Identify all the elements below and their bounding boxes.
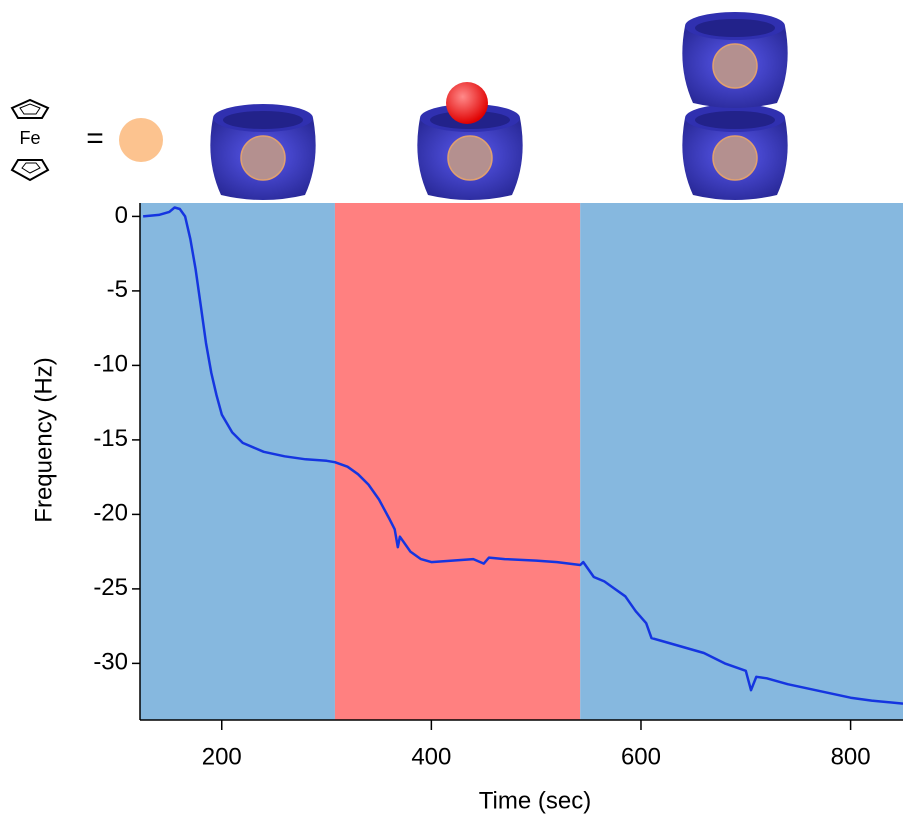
shaded-region <box>334 203 581 720</box>
equals-sign: = <box>86 122 104 155</box>
data-line <box>142 206 903 705</box>
x-tick-label: 600 <box>621 743 661 770</box>
y-tick-label: -10 <box>93 351 128 378</box>
shaded-region <box>140 203 335 720</box>
y-tick-label: -30 <box>93 649 128 676</box>
x-tick-label: 800 <box>831 743 871 770</box>
illustration <box>10 12 788 200</box>
x-axis-label: Time (sec) <box>479 787 591 814</box>
shaded-region <box>580 203 903 720</box>
y-tick-label: -5 <box>107 276 128 303</box>
y-tick-label: -15 <box>93 425 128 452</box>
y-tick-label: -20 <box>93 500 128 527</box>
x-tick-label: 400 <box>411 743 451 770</box>
y-tick-label: -25 <box>93 574 128 601</box>
formula-label: Fe <box>19 128 40 148</box>
y-axis-label: Frequency (Hz) <box>30 357 57 522</box>
y-tick-label: 0 <box>115 202 128 229</box>
x-tick-label: 200 <box>202 743 242 770</box>
